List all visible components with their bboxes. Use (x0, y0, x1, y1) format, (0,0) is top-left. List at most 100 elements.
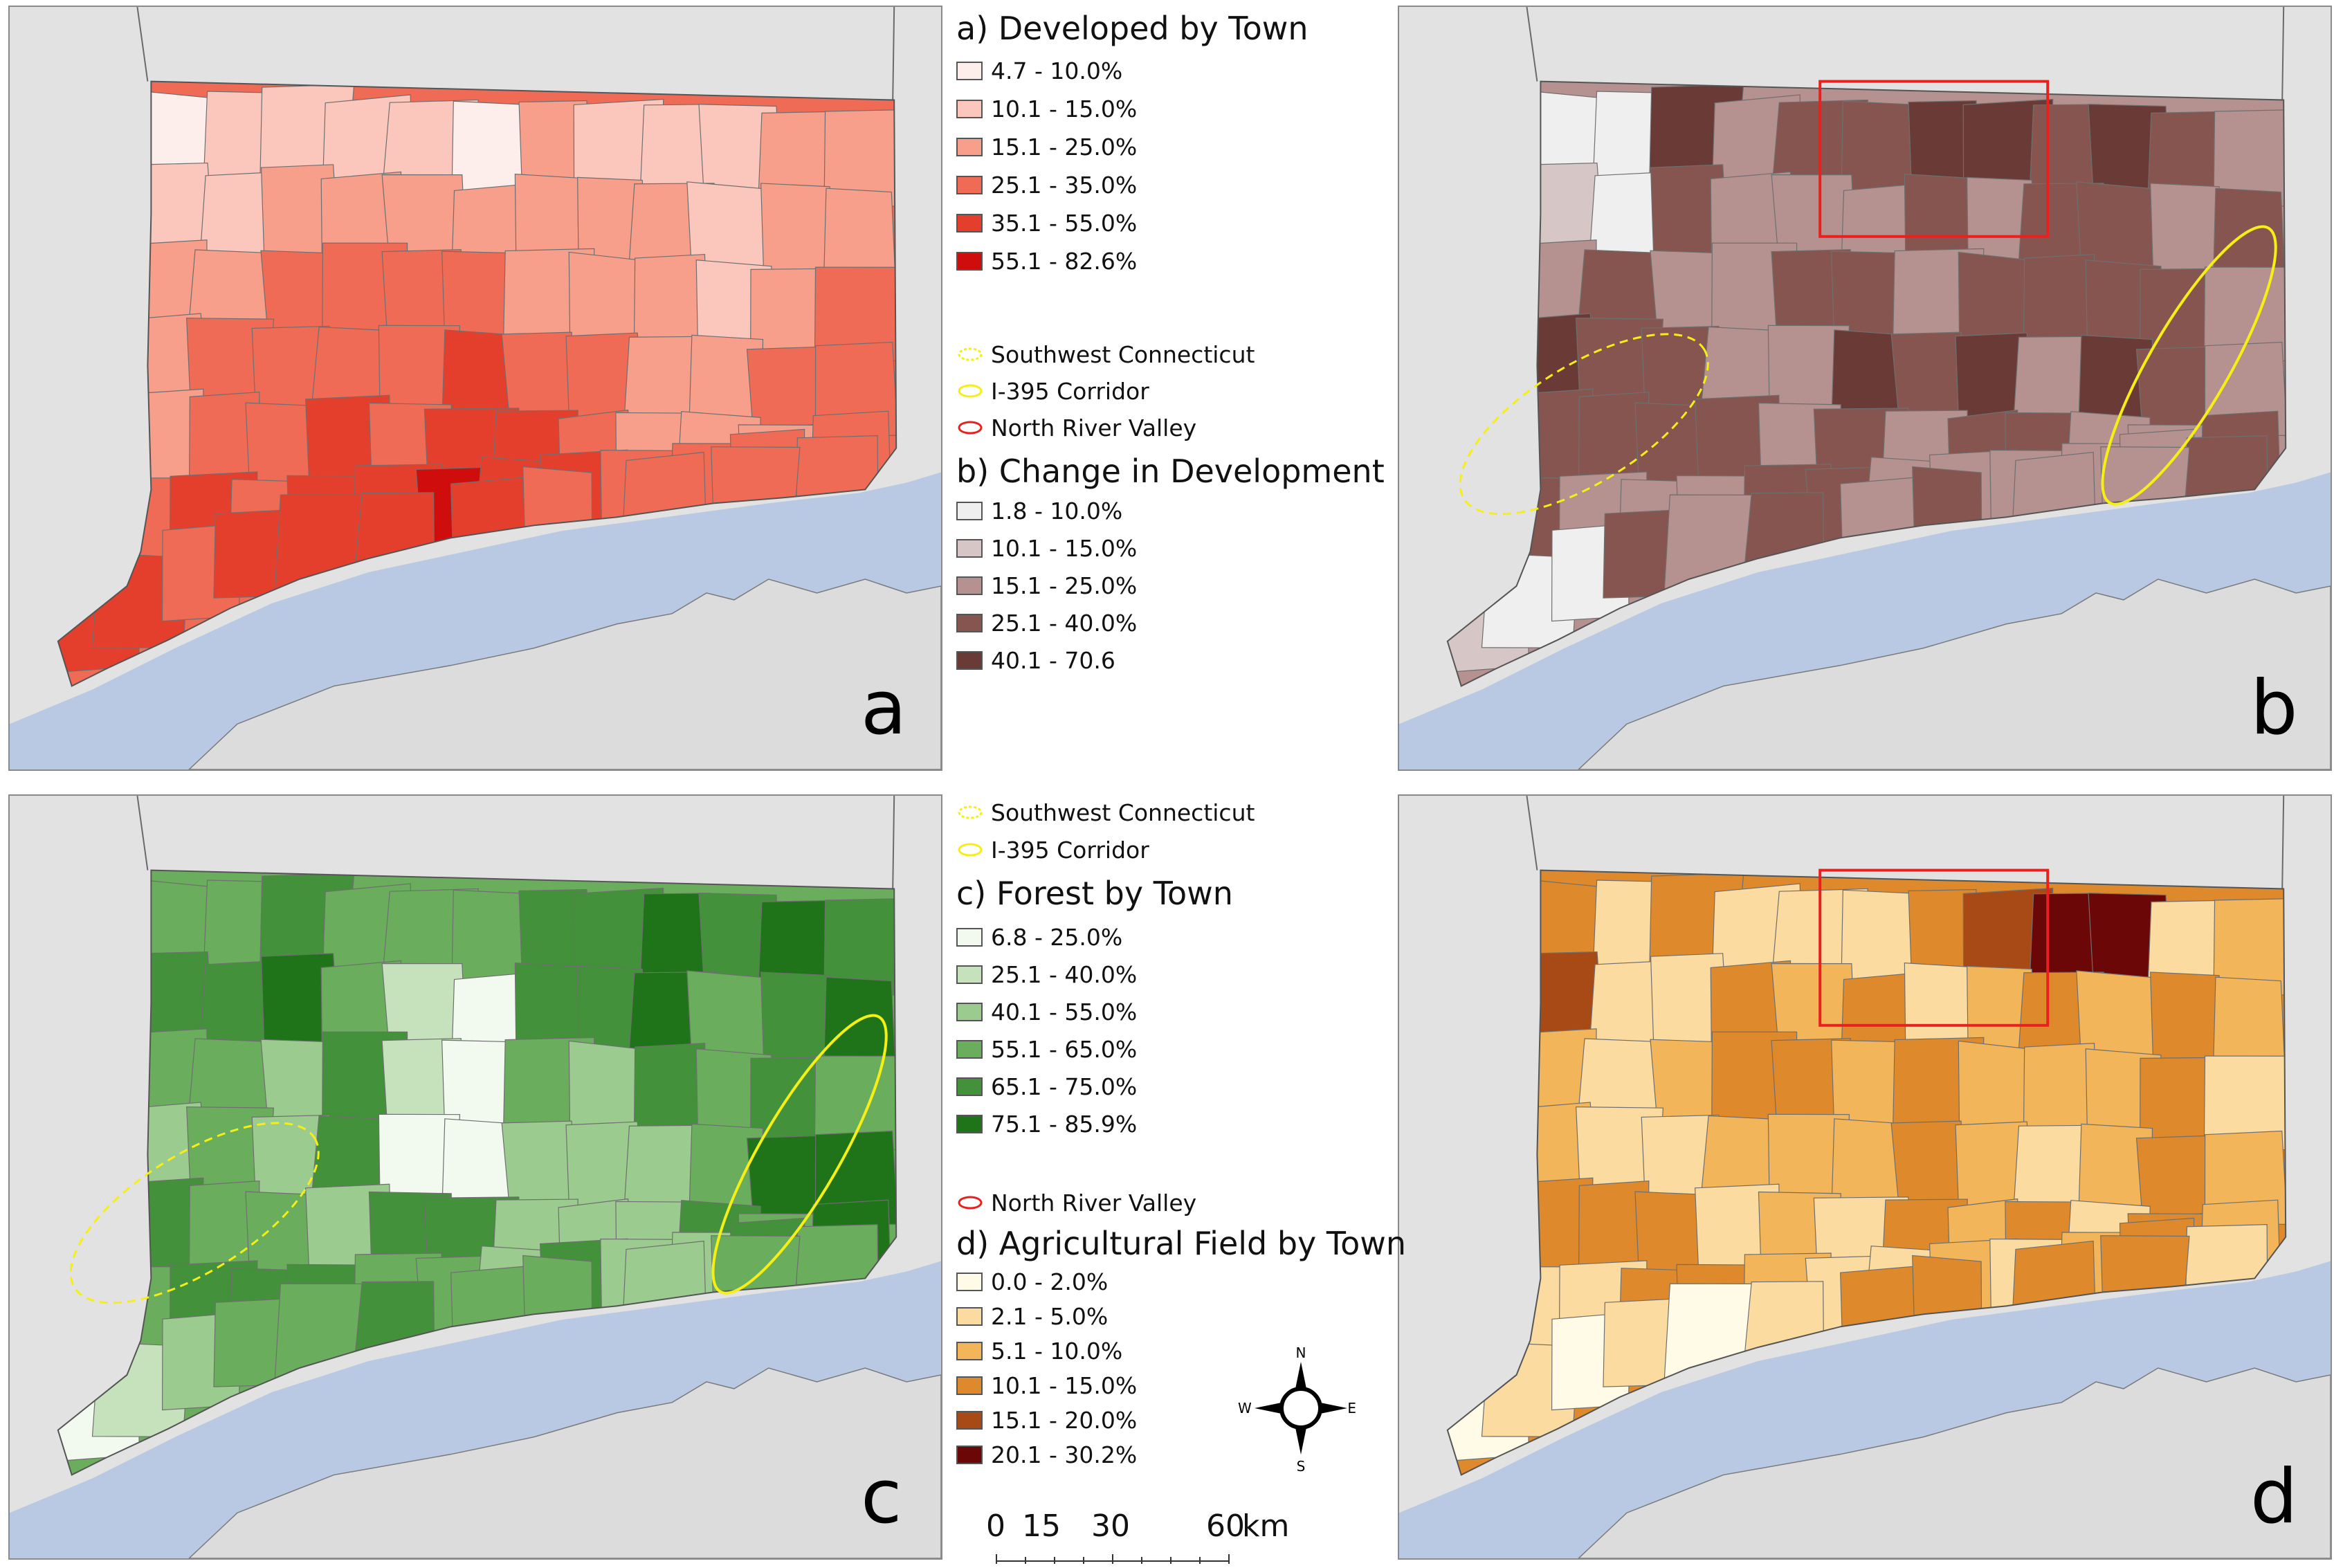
legend-swatch (956, 1077, 983, 1096)
town-polygon (1890, 331, 1964, 418)
legend-swatch (956, 650, 983, 670)
legend-title-forest: c) Forest by Town (956, 875, 1233, 912)
legend-class-item: 15.1 - 25.0% (956, 133, 1137, 161)
region-symbol-icon (958, 1196, 983, 1210)
legend-swatch (956, 613, 983, 632)
legend-swatch (956, 576, 983, 595)
legend-label: 65.1 - 75.0% (991, 1073, 1138, 1100)
legend-class-item: 20.1 - 30.2% (956, 1441, 1137, 1468)
legend-class-item: 15.1 - 20.0% (956, 1406, 1137, 1434)
town-polygon (823, 109, 897, 212)
legend-label: Southwest Connecticut (991, 340, 1255, 368)
region-symbol-icon (958, 805, 983, 819)
legend-label: I-395 Corridor (991, 836, 1149, 864)
compass-icon: N S E W (1238, 1344, 1356, 1475)
legend-label: 25.1 - 40.0% (991, 960, 1138, 988)
scale-label-15: 15 (1022, 1508, 1061, 1544)
legend-class-item: 55.1 - 65.0% (956, 1035, 1137, 1063)
legend-label: 35.1 - 55.0% (991, 209, 1138, 237)
region-symbol-icon (958, 384, 983, 398)
panel-label-d: d (2250, 1454, 2298, 1540)
state-border (136, 796, 149, 870)
legend-label: 25.1 - 40.0% (991, 609, 1138, 637)
legend-label: 40.1 - 70.6 (991, 646, 1115, 674)
southwest-connecticut-ellipse (69, 1122, 320, 1304)
long-island (188, 1367, 941, 1558)
scale-unit: km (1242, 1508, 1290, 1544)
long-island (1578, 1367, 2331, 1558)
east-label: E (1347, 1400, 1356, 1416)
legend-class-item: 10.1 - 15.0% (956, 95, 1137, 122)
north-arrow: N S E W (1235, 1342, 1360, 1475)
legend-class-item: 25.1 - 40.0% (956, 609, 1137, 637)
map-panel-developed: a (8, 6, 942, 771)
north-river-valley-box (1818, 80, 2050, 238)
state-border (892, 7, 895, 100)
legend-label: North River Valley (991, 1189, 1197, 1216)
legend-class-item: 25.1 - 40.0% (956, 960, 1137, 988)
legend-class-item: 6.8 - 25.0% (956, 923, 1122, 951)
legend-swatch (956, 137, 983, 156)
scale-bar-graphic (996, 1554, 1230, 1564)
connecticut-outline (1446, 869, 2287, 1476)
town-polygon (2213, 109, 2286, 212)
legend-label: 6.8 - 25.0% (991, 923, 1123, 951)
legend-label: 10.1 - 15.0% (991, 534, 1138, 562)
legend-region-item: Southwest Connecticut (956, 340, 1255, 368)
legend-label: 40.1 - 55.0% (991, 998, 1138, 1025)
state-border (1526, 7, 1538, 82)
north-river-valley-box (1818, 868, 2050, 1027)
legend-label: I-395 Corridor (991, 377, 1149, 405)
legend-region-item: North River Valley (956, 1189, 1196, 1216)
legend-swatch (956, 1002, 983, 1021)
town-polygon (2203, 1055, 2286, 1154)
legend-swatch (956, 1306, 983, 1326)
legend-region-item: North River Valley (956, 414, 1196, 441)
panel-label-b: b (2250, 665, 2298, 751)
legend-swatch (956, 99, 983, 118)
north-label: N (1296, 1344, 1306, 1361)
legend-swatch (956, 213, 983, 233)
legend-class-item: 10.1 - 15.0% (956, 534, 1137, 562)
long-island (188, 578, 941, 769)
legend-label: 55.1 - 65.0% (991, 1035, 1138, 1063)
legend-swatch (956, 61, 983, 80)
legend-title-change: b) Change in Development (956, 453, 1385, 490)
region-symbol-icon (958, 843, 983, 857)
connecticut-outline (1446, 80, 2287, 687)
legend-swatch (956, 501, 983, 520)
region-symbol-icon (958, 347, 983, 361)
town-polygon (2203, 266, 2286, 365)
map-developed-by-town (10, 7, 941, 769)
legend-swatch (956, 965, 983, 984)
legend-label: 0.0 - 2.0% (991, 1268, 1109, 1295)
legend-class-item: 75.1 - 85.9% (956, 1110, 1137, 1138)
legend-class-item: 1.8 - 10.0% (956, 497, 1122, 525)
town-polygons (57, 81, 897, 686)
legend-region-item: I-395 Corridor (956, 836, 1149, 864)
scale-label-0: 0 (986, 1508, 1005, 1544)
state-border (2281, 7, 2285, 100)
map-panel-change: b (1398, 6, 2332, 771)
scale-label-30: 30 (1091, 1508, 1130, 1544)
legend-label: 10.1 - 15.0% (991, 95, 1138, 122)
legend-class-item: 5.1 - 10.0% (956, 1337, 1122, 1365)
legend-label: 25.1 - 35.0% (991, 171, 1138, 199)
legend-swatch (956, 1272, 983, 1291)
legend-class-item: 2.1 - 5.0% (956, 1302, 1108, 1330)
south-label: S (1297, 1458, 1306, 1474)
connecticut-outline (57, 80, 897, 687)
legend-label: 15.1 - 25.0% (991, 133, 1138, 161)
state-border (892, 796, 895, 889)
panel-label-c: c (861, 1454, 902, 1540)
map-panel-agriculture: d (1398, 794, 2332, 1560)
legend-class-item: 0.0 - 2.0% (956, 1268, 1108, 1295)
legend-class-item: 4.7 - 10.0% (956, 57, 1122, 84)
legend-class-item: 55.1 - 82.6% (956, 247, 1137, 275)
legend-class-item: 35.1 - 55.0% (956, 209, 1137, 237)
legend-class-item: 25.1 - 35.0% (956, 171, 1137, 199)
legend-class-item: 10.1 - 15.0% (956, 1371, 1137, 1399)
town-polygon (814, 266, 897, 365)
legend-label: 15.1 - 25.0% (991, 572, 1138, 599)
town-polygon (2213, 897, 2286, 1001)
